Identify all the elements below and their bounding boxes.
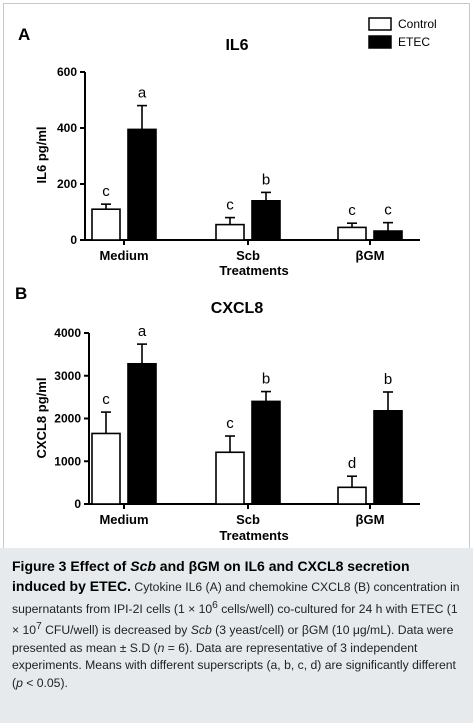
- caption-title-part: Figure 3 Effect of: [12, 558, 131, 574]
- caption-superscript: 7: [36, 621, 42, 633]
- y-axis-label-il6: IL6 pg/ml: [34, 126, 49, 183]
- chart-title-cxcl8: CXCL8: [211, 300, 264, 317]
- caption-superscript: 6: [212, 599, 218, 611]
- bar-etec: [373, 230, 403, 241]
- y-tick-label: 3000: [54, 369, 81, 383]
- legend-label-control: Control: [398, 17, 437, 31]
- x-tick-label: βGM: [356, 248, 385, 263]
- x-tick-label: Scb: [236, 512, 260, 527]
- caption-title: Figure 3 Effect of Scb and βGM on IL6 an…: [12, 558, 410, 594]
- caption-scb: Scb: [190, 623, 212, 638]
- y-tick-label: 600: [57, 65, 77, 79]
- significance-letter: c: [226, 197, 234, 214]
- significance-letter: b: [262, 371, 270, 388]
- significance-letter: a: [138, 323, 147, 340]
- caption-text: CFU/well) is decreased by: [41, 623, 191, 638]
- x-tick-label: Medium: [99, 512, 148, 527]
- significance-letter: d: [348, 455, 356, 472]
- significance-letter: c: [384, 202, 392, 219]
- significance-letter: a: [138, 85, 147, 102]
- significance-letter: c: [348, 202, 356, 219]
- x-tick-label: Scb: [236, 248, 260, 263]
- significance-letter: c: [102, 391, 110, 408]
- significance-letter: c: [226, 415, 234, 432]
- panel-letter-b: B: [15, 284, 27, 303]
- y-tick-label: 400: [57, 121, 77, 135]
- bar-etec: [251, 200, 281, 241]
- bar-control: [91, 208, 121, 241]
- figure-caption: Figure 3 Effect of Scb and βGM on IL6 an…: [0, 548, 473, 723]
- legend-swatch-etec: [368, 35, 392, 49]
- caption-text: < 0.05).: [22, 675, 68, 690]
- bar-etec: [251, 400, 281, 505]
- panel-letter-a: A: [18, 25, 30, 44]
- bar-etec: [373, 410, 403, 505]
- caption-text: cells/well) co-cultured for 24 h with ET…: [12, 601, 458, 638]
- caption-text: = 6). Data are representative of 3 indep…: [12, 640, 456, 690]
- panel-a-il6-chart: A IL6 IL6 pg/ml Treatments 0 200 400 600 Med…: [18, 25, 420, 278]
- legend-label-etec: ETEC: [398, 35, 430, 49]
- y-tick-label: 2000: [54, 412, 81, 426]
- caption-text: (3 yeast/cell) or βGM (10 μg/mL). Data w…: [12, 623, 454, 655]
- bar-control: [91, 432, 121, 505]
- caption-title-part: .: [127, 578, 132, 595]
- bar-control: [215, 223, 245, 241]
- significance-letter: c: [102, 183, 110, 200]
- caption-var-p: p: [16, 675, 23, 690]
- caption-body: Cytokine IL6 (A) and chemokine CXCL8 (B)…: [12, 580, 460, 689]
- figure-charts: Control ETEC A IL6 IL6 pg/ml Treatments …: [15, 17, 437, 543]
- x-axis-label-cxcl8: Treatments: [219, 528, 288, 543]
- caption-var-n: n: [157, 640, 165, 655]
- y-tick-label: 200: [57, 177, 77, 191]
- y-tick-label: 0: [74, 497, 81, 511]
- y-axis-label-cxcl8: CXCL8 pg/ml: [34, 378, 49, 459]
- y-tick-label: 4000: [54, 326, 81, 340]
- panel-b-cxcl8-chart: B CXCL8 CXCL8 pg/ml Treatments 0 1000 2000…: [15, 284, 420, 543]
- legend-swatch-control: [368, 17, 392, 31]
- x-axis-label-il6: Treatments: [219, 263, 288, 278]
- caption-text: Cytokine IL6 (A) and chemokine CXCL8 (B)…: [12, 580, 460, 616]
- bar-etec: [127, 128, 157, 241]
- x-tick-label: βGM: [356, 512, 385, 527]
- caption-title-scb: Scb: [130, 558, 156, 574]
- bar-control: [337, 226, 367, 241]
- x-tick-label: Medium: [99, 248, 148, 263]
- y-tick-label: 1000: [54, 454, 81, 468]
- significance-letter: b: [384, 371, 392, 388]
- significance-letter: b: [262, 171, 270, 188]
- bar-etec: [127, 362, 157, 505]
- bar-control: [215, 451, 245, 505]
- chart-title-il6: IL6: [225, 37, 248, 54]
- legend: Control ETEC: [368, 17, 437, 49]
- caption-title-part: and βGM on IL6 and CXCL8 secretion induc…: [12, 558, 410, 595]
- y-tick-label: 0: [70, 233, 77, 247]
- bar-control: [337, 486, 367, 505]
